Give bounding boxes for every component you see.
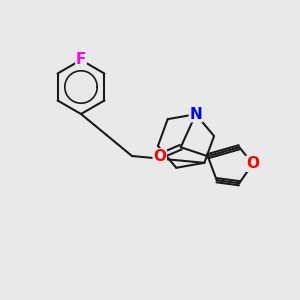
- Text: N: N: [189, 107, 202, 122]
- Text: O: O: [153, 149, 166, 164]
- Text: F: F: [76, 52, 86, 68]
- Text: O: O: [246, 156, 259, 171]
